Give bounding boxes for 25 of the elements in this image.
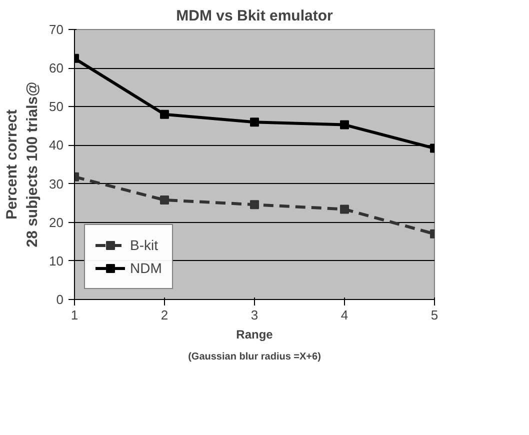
point [160,195,169,204]
x-tick-label: 1 [70,308,78,322]
x-tick-label: 3 [250,308,258,322]
legend-label: B-kit [130,237,158,253]
point [340,204,349,214]
text: (Gaussian blur radius =X+6) [188,352,321,362]
y-axis-title: Percent correct 28 subjects 100 trials@ [4,82,42,248]
y-tick-label: 10 [49,253,64,268]
point [340,120,349,130]
y-tick-label: 70 [49,22,64,37]
x-axis-title: Range [236,328,274,342]
point [160,110,169,119]
y-tick-label: 40 [49,138,64,153]
y-tick-label: 0 [56,292,64,307]
point [250,118,259,127]
x-tick-label: 5 [430,308,438,322]
legend-label: NDM [130,260,162,276]
chart-title: MDM vs Bkit emulator [176,8,334,24]
y-tick-label: 60 [49,60,64,76]
point [250,200,259,210]
y-tick-label: 30 [49,176,64,192]
y-tick-label: 50 [49,99,64,114]
x-tick-label: 4 [340,308,348,322]
y-tick-label: 20 [49,214,64,230]
x-tick-label: 2 [160,308,168,322]
